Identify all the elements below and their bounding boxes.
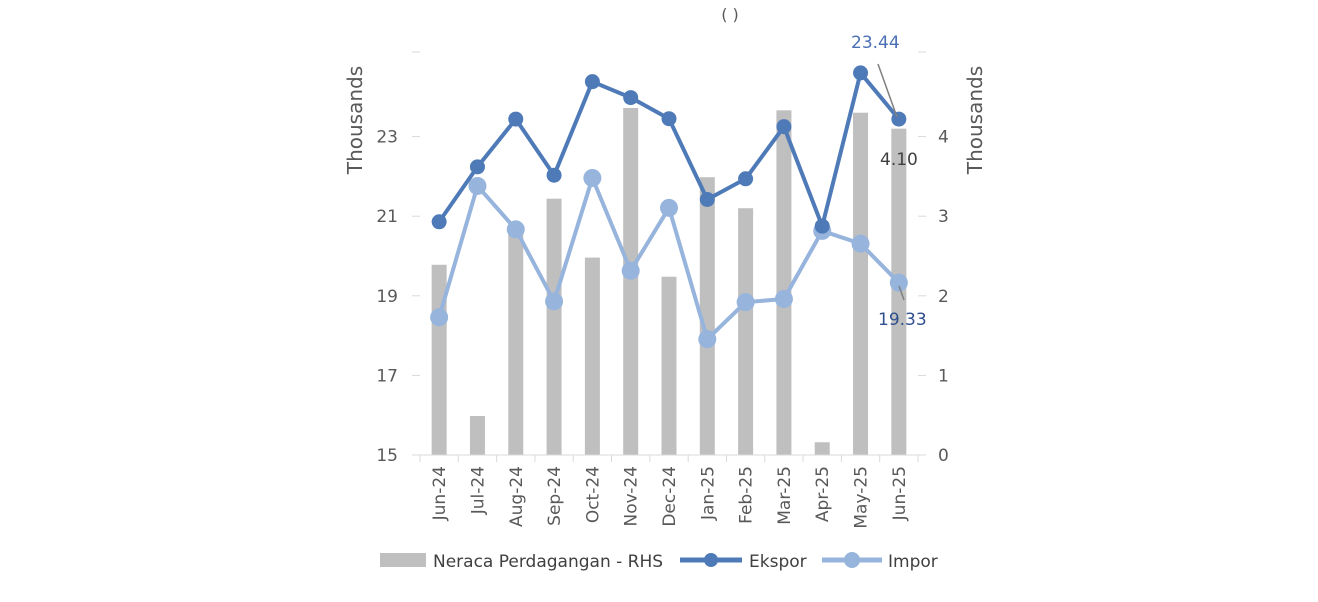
right-tick-label: 0 [938,446,949,466]
point-impor-Feb-25 [736,293,755,312]
point-ekspor-Mar-25 [776,119,792,135]
point-impor-Dec-24 [660,198,678,217]
legend-swatch-neraca [380,553,426,567]
x-tick-label: Sep-24 [545,466,565,526]
left-tick-label: 19 [376,287,398,307]
x-tick-label: Oct-24 [583,466,603,523]
legend-label-ekspor: Ekspor [749,552,807,572]
annotation-balance-last: 4.10 [880,150,918,170]
x-tick-label: Jan-25 [698,466,718,521]
x-tick-label: Nov-24 [622,466,642,527]
bar-neraca-Jun-25 [891,128,907,455]
annotation-ekspor-last: 23.44 [851,33,900,53]
x-tick-label: Aug-24 [507,466,527,527]
bar-neraca-Aug-24 [508,233,524,455]
point-ekspor-Jul-24 [469,159,485,175]
x-tick-label: Jun-25 [890,466,910,521]
x-tick-label: Jul-24 [468,466,488,515]
legend-swatch-impor-marker [844,552,860,568]
point-impor-Oct-24 [583,168,602,187]
point-impor-Jul-24 [468,176,487,195]
bar-neraca-Nov-24 [623,107,639,455]
point-ekspor-Jun-25 [891,111,907,127]
line-series [430,65,908,349]
right-tick-label: 1 [938,366,949,386]
bar-neraca-Apr-25 [814,442,830,455]
point-ekspor-Feb-25 [738,171,754,187]
bar-neraca-Sep-24 [546,198,562,456]
point-impor-Jun-24 [430,308,449,327]
point-ekspor-Nov-24 [623,90,639,106]
left-axis-ticks: 15 17 19 21 23 [376,51,420,466]
left-axis-title: Thousands [343,66,367,175]
annotation-leader-ekspor [877,63,898,118]
point-ekspor-May-25 [853,65,869,81]
point-impor-Jan-25 [698,330,717,349]
right-axis-title: Thousands [963,66,987,175]
annotations: 23.44 4.10 19.33 [851,33,927,330]
bar-neraca-May-25 [853,112,869,455]
bar-neraca-Feb-25 [738,208,754,455]
annotation-leader-impor [898,285,905,301]
point-impor-May-25 [851,234,870,253]
bar-neraca-Jul-24 [469,415,485,455]
bar-neraca-Jan-25 [699,177,715,456]
point-ekspor-Sep-24 [546,167,562,183]
bar-neraca-Dec-24 [661,276,677,455]
point-ekspor-Apr-25 [814,218,830,234]
bar-neraca-Oct-24 [584,257,600,455]
legend-label-impor: Impor [888,552,938,572]
x-axis-labels: Jun-24 Jul-24 Aug-24 Sep-24 Oct-24 Nov-24 Dec-… [430,466,910,529]
left-tick-label: 17 [376,366,398,386]
chart-title-fragment: ( ) [721,5,739,24]
left-tick-label: 21 [376,207,398,227]
bar-neraca-Mar-25 [776,110,792,455]
x-axis [419,454,919,462]
point-ekspor-Aug-24 [508,111,524,127]
point-ekspor-Oct-24 [584,74,600,90]
right-axis-ticks: 0 1 2 3 4 [918,51,949,466]
bar-series [431,107,907,456]
x-tick-label: Dec-24 [660,466,680,527]
x-tick-label: May-25 [852,466,872,529]
left-tick-label: 15 [376,446,398,466]
point-impor-Aug-24 [506,220,525,239]
point-ekspor-Jan-25 [699,191,715,207]
x-tick-label: Apr-25 [813,466,833,522]
point-impor-Jun-25 [889,273,908,292]
legend-label-neraca: Neraca Perdagangan - RHS [433,552,663,572]
annotation-impor-last: 19.33 [878,310,927,330]
right-tick-label: 4 [938,128,949,148]
legend: Neraca Perdagangan - RHS Ekspor Impor [380,552,938,572]
x-tick-label: Jun-24 [430,466,450,521]
point-ekspor-Dec-24 [661,111,677,127]
x-tick-label: Feb-25 [737,466,757,524]
right-tick-label: 3 [938,207,949,227]
point-ekspor-Jun-24 [431,214,447,230]
right-tick-label: 2 [938,287,949,307]
x-tick-label: Mar-25 [775,466,795,525]
legend-swatch-ekspor-marker [704,553,718,567]
point-impor-Nov-24 [621,261,640,280]
point-impor-Sep-24 [545,292,564,311]
point-impor-Mar-25 [774,289,793,308]
left-tick-label: 23 [376,128,398,148]
